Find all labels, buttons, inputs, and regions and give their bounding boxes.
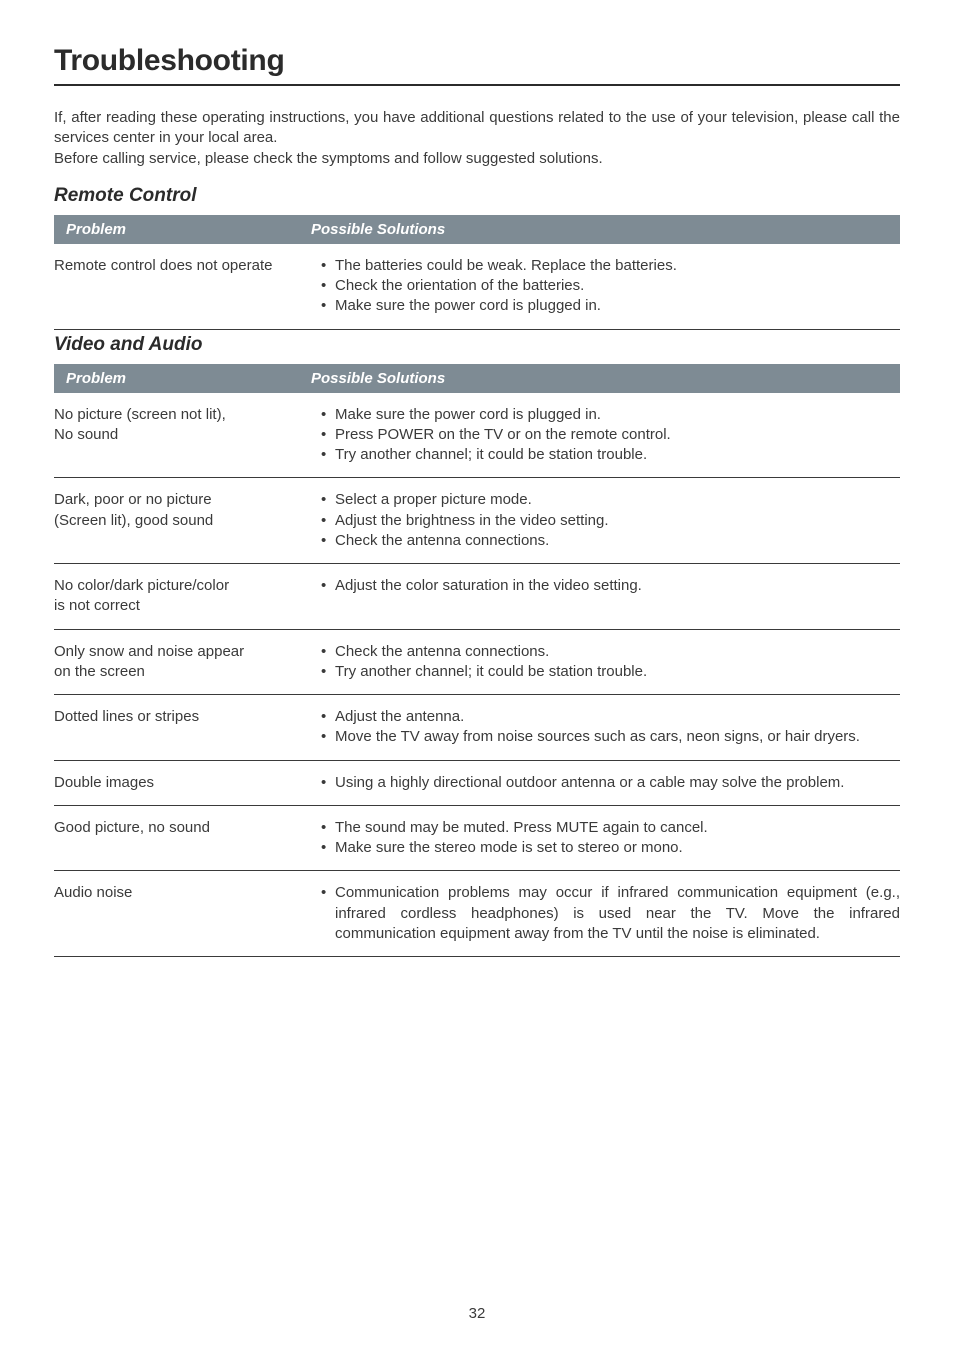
solution-item: Move the TV away from noise sources such… [321, 727, 900, 747]
solution-item: Adjust the antenna. [321, 707, 900, 727]
solution-item: Adjust the brightness in the video setti… [321, 511, 900, 531]
page-number: 32 [0, 1305, 954, 1322]
col-header-solutions: Possible Solutions [299, 364, 900, 393]
solution-item: Make sure the power cord is plugged in. [321, 296, 900, 316]
problem-text: on the screen [54, 663, 145, 680]
solution-item: The batteries could be weak. Replace the… [321, 256, 900, 276]
table-row: Remote control does not operate The batt… [54, 244, 900, 329]
solutions-cell: Communication problems may occur if infr… [299, 871, 900, 957]
problem-cell: Double images [54, 760, 299, 805]
solutions-cell: The sound may be muted. Press MUTE again… [299, 805, 900, 871]
solution-item: Communication problems may occur if infr… [321, 883, 900, 944]
table-row: Audio noise Communication problems may o… [54, 871, 900, 957]
col-header-problem: Problem [54, 364, 299, 393]
solutions-cell: The batteries could be weak. Replace the… [299, 244, 900, 329]
solution-item: Make sure the stereo mode is set to ster… [321, 838, 900, 858]
page-title: Troubleshooting [54, 44, 900, 78]
problem-text: Double images [54, 774, 154, 791]
solutions-list: Adjust the antenna. Move the TV away fro… [299, 707, 900, 748]
solutions-list: Check the antenna connections. Try anoth… [299, 642, 900, 683]
solution-item: Try another channel; it could be station… [321, 662, 900, 682]
problem-text: Dotted lines or stripes [54, 708, 199, 725]
col-header-problem: Problem [54, 215, 299, 244]
solution-item: Select a proper picture mode. [321, 490, 900, 510]
solutions-cell: Using a highly directional outdoor anten… [299, 760, 900, 805]
problem-text: Good picture, no sound [54, 819, 210, 836]
solution-item: Check the orientation of the batteries. [321, 276, 900, 296]
solution-item: Check the antenna connections. [321, 531, 900, 551]
solutions-list: Communication problems may occur if infr… [299, 883, 900, 944]
solution-item: Try another channel; it could be station… [321, 445, 900, 465]
problem-cell: No color/dark picture/color is not corre… [54, 564, 299, 630]
table-row: Only snow and noise appear on the screen… [54, 629, 900, 695]
section-heading-video-audio: Video and Audio [54, 334, 900, 356]
problem-text: (Screen lit), good sound [54, 512, 213, 529]
solution-item: Using a highly directional outdoor anten… [321, 773, 900, 793]
problem-text: Only snow and noise appear [54, 643, 244, 660]
solutions-list: Select a proper picture mode. Adjust the… [299, 490, 900, 551]
troubleshooting-table-remote-control: Problem Possible Solutions Remote contro… [54, 215, 900, 330]
solution-item: The sound may be muted. Press MUTE again… [321, 818, 900, 838]
problem-text: is not correct [54, 597, 140, 614]
solutions-list: Adjust the color saturation in the video… [299, 576, 900, 596]
solutions-cell: Check the antenna connections. Try anoth… [299, 629, 900, 695]
col-header-solutions: Possible Solutions [299, 215, 900, 244]
solutions-cell: Make sure the power cord is plugged in. … [299, 393, 900, 478]
solutions-cell: Adjust the antenna. Move the TV away fro… [299, 695, 900, 761]
solutions-cell: Select a proper picture mode. Adjust the… [299, 478, 900, 564]
problem-cell: Only snow and noise appear on the screen [54, 629, 299, 695]
problem-text: No picture (screen not lit), [54, 406, 226, 423]
problem-cell: Dark, poor or no picture (Screen lit), g… [54, 478, 299, 564]
solutions-list: The sound may be muted. Press MUTE again… [299, 818, 900, 859]
solution-item: Adjust the color saturation in the video… [321, 576, 900, 596]
table-row: Dotted lines or stripes Adjust the anten… [54, 695, 900, 761]
intro-line-1: If, after reading these operating instru… [54, 109, 900, 146]
table-row: Dark, poor or no picture (Screen lit), g… [54, 478, 900, 564]
solutions-list: The batteries could be weak. Replace the… [299, 256, 900, 317]
solutions-list: Make sure the power cord is plugged in. … [299, 405, 900, 466]
title-rule [54, 84, 900, 86]
table-row: Double images Using a highly directional… [54, 760, 900, 805]
solutions-cell: Adjust the color saturation in the video… [299, 564, 900, 630]
solutions-list: Using a highly directional outdoor anten… [299, 773, 900, 793]
problem-cell: Audio noise [54, 871, 299, 957]
problem-text: Dark, poor or no picture [54, 491, 212, 508]
table-row: No color/dark picture/color is not corre… [54, 564, 900, 630]
problem-cell: No picture (screen not lit), No sound [54, 393, 299, 478]
problem-text: No color/dark picture/color [54, 577, 229, 594]
table-row: Good picture, no sound The sound may be … [54, 805, 900, 871]
problem-cell: Good picture, no sound [54, 805, 299, 871]
problem-text: Remote control does not operate [54, 257, 272, 274]
table-row: No picture (screen not lit), No sound Ma… [54, 393, 900, 478]
solution-item: Press POWER on the TV or on the remote c… [321, 425, 900, 445]
intro-line-2: Before calling service, please check the… [54, 150, 603, 167]
problem-text: No sound [54, 426, 118, 443]
intro-paragraph-1: If, after reading these operating instru… [54, 108, 900, 169]
section-heading-remote-control: Remote Control [54, 185, 900, 207]
troubleshooting-table-video-audio: Problem Possible Solutions No picture (s… [54, 364, 900, 958]
problem-cell: Dotted lines or stripes [54, 695, 299, 761]
solution-item: Make sure the power cord is plugged in. [321, 405, 900, 425]
problem-text: Audio noise [54, 884, 132, 901]
solution-item: Check the antenna connections. [321, 642, 900, 662]
problem-cell: Remote control does not operate [54, 244, 299, 329]
